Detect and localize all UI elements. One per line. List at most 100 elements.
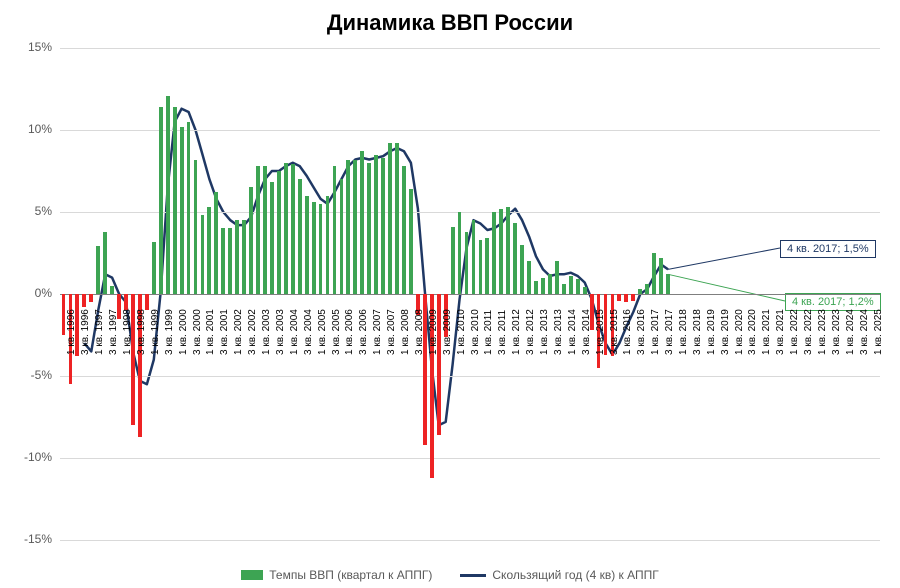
x-axis-label: 3 кв. 2018 xyxy=(692,309,703,355)
x-axis-label: 1 кв. 2000 xyxy=(178,309,189,355)
bar xyxy=(409,189,413,294)
x-axis-label: 1 кв. 2009 xyxy=(428,309,439,355)
bar xyxy=(520,245,524,294)
bar xyxy=(62,294,66,335)
x-axis-label: 3 кв. 2020 xyxy=(747,309,758,355)
bar xyxy=(96,246,100,294)
bar xyxy=(353,160,357,294)
x-axis-label: 1 кв. 2020 xyxy=(734,309,745,355)
y-axis-label: 15% xyxy=(0,40,52,54)
bar xyxy=(194,160,198,294)
bar xyxy=(326,196,330,294)
bar xyxy=(291,164,295,294)
bar xyxy=(402,166,406,294)
bar xyxy=(242,220,246,294)
x-axis-label: 3 кв. 2019 xyxy=(720,309,731,355)
bar xyxy=(360,151,364,294)
bar xyxy=(312,202,316,294)
bar xyxy=(319,204,323,294)
x-axis-label: 3 кв. 1997 xyxy=(108,309,119,355)
bar xyxy=(214,192,218,294)
legend-label-bars: Темпы ВВП (квартал к АППГ) xyxy=(269,568,432,582)
x-axis-label: 3 кв. 2013 xyxy=(553,309,564,355)
x-axis-label: 3 кв. 2008 xyxy=(414,309,425,355)
x-axis-label: 3 кв. 2012 xyxy=(525,309,536,355)
bar xyxy=(617,294,621,301)
x-axis-label: 3 кв. 2014 xyxy=(581,309,592,355)
x-axis-label: 3 кв. 2007 xyxy=(386,309,397,355)
x-axis-label: 1 кв. 1997 xyxy=(94,309,105,355)
bar xyxy=(659,258,663,294)
bar xyxy=(249,187,253,294)
bar xyxy=(381,158,385,294)
bar xyxy=(569,276,573,294)
x-axis-label: 1 кв. 2013 xyxy=(539,309,550,355)
bar xyxy=(82,294,86,307)
bar xyxy=(110,286,114,294)
bar xyxy=(527,261,531,294)
legend-item-bars: Темпы ВВП (квартал к АППГ) xyxy=(241,568,432,582)
zero-gridline xyxy=(60,294,880,295)
gridline xyxy=(60,458,880,459)
bar xyxy=(472,220,476,294)
bar xyxy=(333,166,337,294)
x-axis-label: 3 кв. 1999 xyxy=(164,309,175,355)
x-axis-label: 3 кв. 2016 xyxy=(636,309,647,355)
bar xyxy=(465,232,469,294)
x-axis-label: 1 кв. 1998 xyxy=(122,309,133,355)
x-axis-label: 1 кв. 2003 xyxy=(261,309,272,355)
bar xyxy=(340,179,344,294)
x-axis-label: 3 кв. 2022 xyxy=(803,309,814,355)
bar xyxy=(395,143,399,294)
bar xyxy=(666,274,670,294)
x-axis-label: 1 кв. 2011 xyxy=(483,310,494,355)
y-axis-label: -15% xyxy=(0,532,52,546)
bar xyxy=(263,166,267,294)
x-axis-label: 1 кв. 2023 xyxy=(817,309,828,355)
x-axis-label: 3 кв. 2001 xyxy=(219,309,230,355)
gridline xyxy=(60,540,880,541)
x-axis-label: 1 кв. 2019 xyxy=(706,309,717,355)
bar xyxy=(548,274,552,294)
bar xyxy=(562,284,566,294)
bar xyxy=(221,228,225,294)
bar xyxy=(499,209,503,294)
x-axis-label: 3 кв. 2010 xyxy=(470,309,481,355)
bar xyxy=(166,96,170,294)
legend-label-line: Скользящий год (4 кв) к АППГ xyxy=(492,568,658,582)
bar xyxy=(645,284,649,294)
y-axis-label: -5% xyxy=(0,368,52,382)
x-axis-label: 3 кв. 2015 xyxy=(609,309,620,355)
bar xyxy=(479,240,483,294)
bar xyxy=(451,227,455,294)
bar xyxy=(367,163,371,294)
x-axis-label: 3 кв. 2011 xyxy=(497,310,508,355)
x-axis-label: 3 кв. 2024 xyxy=(859,309,870,355)
x-axis-label: 1 кв. 1996 xyxy=(66,309,77,355)
bar xyxy=(256,166,260,294)
x-axis-label: 1 кв. 2017 xyxy=(650,309,661,355)
bar xyxy=(506,207,510,294)
legend-swatch-bars xyxy=(241,570,263,580)
gridline xyxy=(60,376,880,377)
x-axis-label: 1 кв. 2007 xyxy=(372,309,383,355)
bar xyxy=(103,232,107,294)
bar xyxy=(180,127,184,294)
y-axis-label: 10% xyxy=(0,122,52,136)
x-axis-label: 3 кв. 2021 xyxy=(775,309,786,355)
x-axis-label: 1 кв. 2016 xyxy=(622,309,633,355)
bar xyxy=(485,238,489,294)
x-axis-label: 1 кв. 1999 xyxy=(150,309,161,355)
bar xyxy=(235,220,239,294)
bar xyxy=(277,171,281,294)
bar xyxy=(173,107,177,294)
x-axis-label: 1 кв. 2025 xyxy=(873,309,884,355)
legend-swatch-line xyxy=(460,574,486,577)
bar xyxy=(458,212,462,294)
bar xyxy=(631,294,635,301)
bar xyxy=(583,287,587,294)
legend-item-line: Скользящий год (4 кв) к АППГ xyxy=(460,568,658,582)
x-axis-label: 3 кв. 2003 xyxy=(275,309,286,355)
x-axis-label: 3 кв. 2004 xyxy=(303,309,314,355)
bar xyxy=(207,207,211,294)
